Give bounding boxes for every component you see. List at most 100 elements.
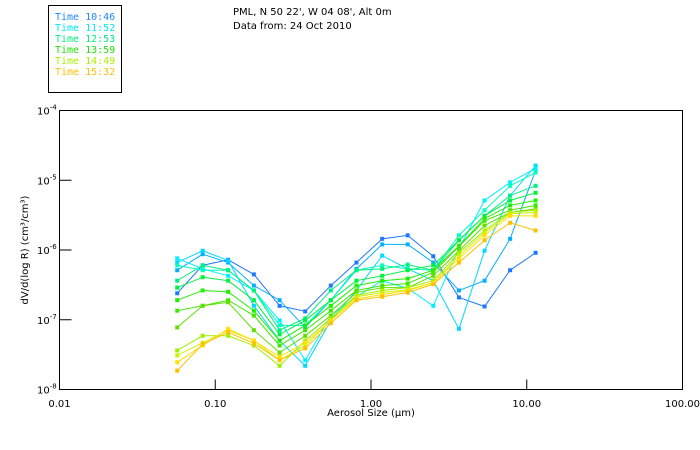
legend-entry: Time 15:32 — [55, 67, 115, 78]
data-point — [277, 298, 282, 303]
data-point — [251, 313, 256, 318]
data-point — [380, 263, 385, 268]
data-point — [405, 285, 410, 290]
data-point — [482, 228, 487, 233]
data-point — [354, 268, 359, 273]
data-point — [303, 309, 308, 314]
data-point — [226, 268, 231, 273]
data-point — [303, 333, 308, 338]
x-tick-label: 0.10 — [204, 399, 226, 410]
data-point — [226, 298, 231, 303]
data-point — [508, 236, 513, 241]
data-point — [354, 298, 359, 303]
data-point — [277, 338, 282, 343]
data-point — [533, 168, 538, 173]
plot-frame — [59, 110, 683, 390]
data-point — [251, 338, 256, 343]
data-point — [456, 250, 461, 255]
series-6 — [175, 190, 538, 337]
data-point — [277, 354, 282, 359]
data-point — [533, 228, 538, 233]
data-point — [226, 273, 231, 278]
data-point — [328, 288, 333, 293]
data-point — [431, 270, 436, 275]
data-point — [482, 233, 487, 238]
data-point — [508, 220, 513, 225]
data-point — [456, 233, 461, 238]
data-point — [533, 250, 538, 255]
data-point — [175, 308, 180, 313]
data-point — [405, 290, 410, 295]
data-point — [482, 218, 487, 223]
data-point — [456, 260, 461, 265]
data-point — [482, 223, 487, 228]
data-point — [175, 368, 180, 373]
data-point — [303, 325, 308, 330]
data-point — [456, 238, 461, 243]
data-point — [277, 323, 282, 328]
x-tick-label: 0.01 — [48, 399, 70, 410]
data-point — [482, 248, 487, 253]
data-point — [482, 216, 487, 221]
data-point — [303, 328, 308, 333]
data-point — [456, 326, 461, 331]
data-point — [251, 328, 256, 333]
x-tick-label: 1.00 — [360, 399, 382, 410]
data-point — [431, 282, 436, 287]
legend-entry: Time 10:46 — [55, 12, 115, 23]
data-point — [456, 248, 461, 253]
data-point — [508, 198, 513, 203]
data-point — [405, 288, 410, 293]
legend-box — [48, 5, 122, 93]
data-point — [175, 325, 180, 330]
data-point — [482, 238, 487, 243]
data-point — [200, 268, 205, 273]
data-point — [200, 252, 205, 257]
data-point — [226, 333, 231, 338]
data-point — [456, 295, 461, 300]
data-point — [277, 328, 282, 333]
axis-ticks: 0.01 0.10 1.00 10.00 100.00 10-4 10-5 10-6 10-7 1… — [37, 104, 700, 411]
data-point — [456, 253, 461, 258]
data-series — [175, 163, 538, 373]
data-point — [508, 203, 513, 208]
legend-entry: Time 12:53 — [55, 34, 115, 45]
data-point — [380, 283, 385, 288]
data-point — [533, 213, 538, 218]
data-point — [226, 289, 231, 294]
data-point — [508, 213, 513, 218]
data-point — [456, 246, 461, 251]
data-point — [380, 253, 385, 258]
data-point — [380, 294, 385, 299]
data-point — [200, 342, 205, 347]
data-point — [533, 163, 538, 168]
data-point — [175, 353, 180, 358]
data-point — [508, 183, 513, 188]
data-point — [354, 288, 359, 293]
data-point — [251, 303, 256, 308]
data-point — [251, 283, 256, 288]
data-point — [380, 266, 385, 271]
data-point — [431, 273, 436, 278]
legend-entry: Time 14:49 — [55, 56, 115, 67]
data-point — [533, 170, 538, 175]
x-tick-label: 10.00 — [512, 399, 541, 410]
y-tick-label: 10-7 — [37, 313, 57, 327]
data-point — [482, 278, 487, 283]
data-point — [328, 298, 333, 303]
series-9 — [175, 206, 538, 355]
data-point — [277, 343, 282, 348]
series-line — [177, 204, 536, 347]
data-point — [303, 316, 308, 321]
data-point — [533, 166, 538, 171]
data-point — [175, 260, 180, 265]
data-point — [251, 272, 256, 277]
data-point — [277, 350, 282, 355]
data-point — [456, 244, 461, 249]
data-point — [303, 363, 308, 368]
data-point — [508, 268, 513, 273]
data-point — [431, 263, 436, 268]
data-point — [533, 198, 538, 203]
data-point — [303, 338, 308, 343]
data-point — [303, 343, 308, 348]
